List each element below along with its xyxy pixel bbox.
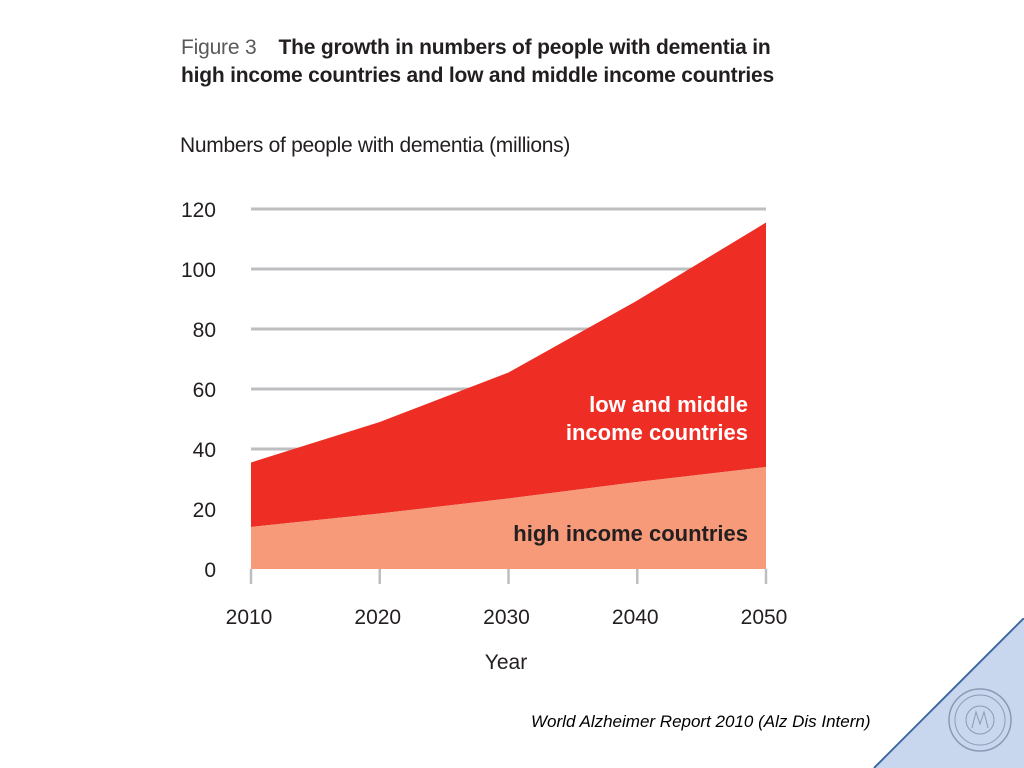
series-label-high-income: high income countries: [513, 521, 748, 546]
x-tick-label: 2050: [741, 606, 788, 629]
x-axis-title: Year: [485, 651, 527, 674]
x-tick-label: 2040: [612, 606, 659, 629]
area-low-middle-income: [251, 222, 766, 527]
source-citation: World Alzheimer Report 2010 (Alz Dis Int…: [531, 712, 871, 731]
y-tick-label: 20: [193, 499, 216, 522]
corner-decoration: [873, 618, 1024, 768]
x-axis: [249, 569, 768, 584]
figure-label: Figure 3: [181, 36, 257, 59]
y-tick-label: 0: [204, 559, 216, 582]
x-tick-label: 2010: [226, 606, 273, 629]
series-labels: high income countries low and middle incom…: [513, 392, 748, 546]
y-tick-label: 40: [193, 439, 216, 462]
x-tick-label: 2030: [483, 606, 530, 629]
y-axis-title: Numbers of people with dementia (million…: [180, 134, 571, 157]
y-tick-label: 100: [181, 259, 216, 282]
series-label-low-middle-income: low and middle income countries: [566, 392, 748, 445]
figure-title: Figure 3 The growth in numbers of people …: [181, 34, 881, 90]
y-tick-label: 120: [181, 199, 216, 222]
area-high-income: [251, 467, 766, 569]
figure-title-line2: high income countries and low and middle…: [181, 64, 775, 87]
corner-edge: [873, 618, 1024, 768]
area-series: [251, 222, 766, 569]
x-tick-labels: 2010 2020 2030 2040 2050: [226, 606, 788, 629]
y-tick-labels: 0 20 40 60 80 100 120: [181, 199, 216, 582]
x-tick-label: 2020: [354, 606, 401, 629]
figure-title-line1: The growth in numbers of people with dem…: [278, 36, 771, 59]
y-tick-label: 80: [193, 319, 216, 342]
seal-icon: [948, 688, 1012, 752]
y-tick-label: 60: [193, 379, 216, 402]
